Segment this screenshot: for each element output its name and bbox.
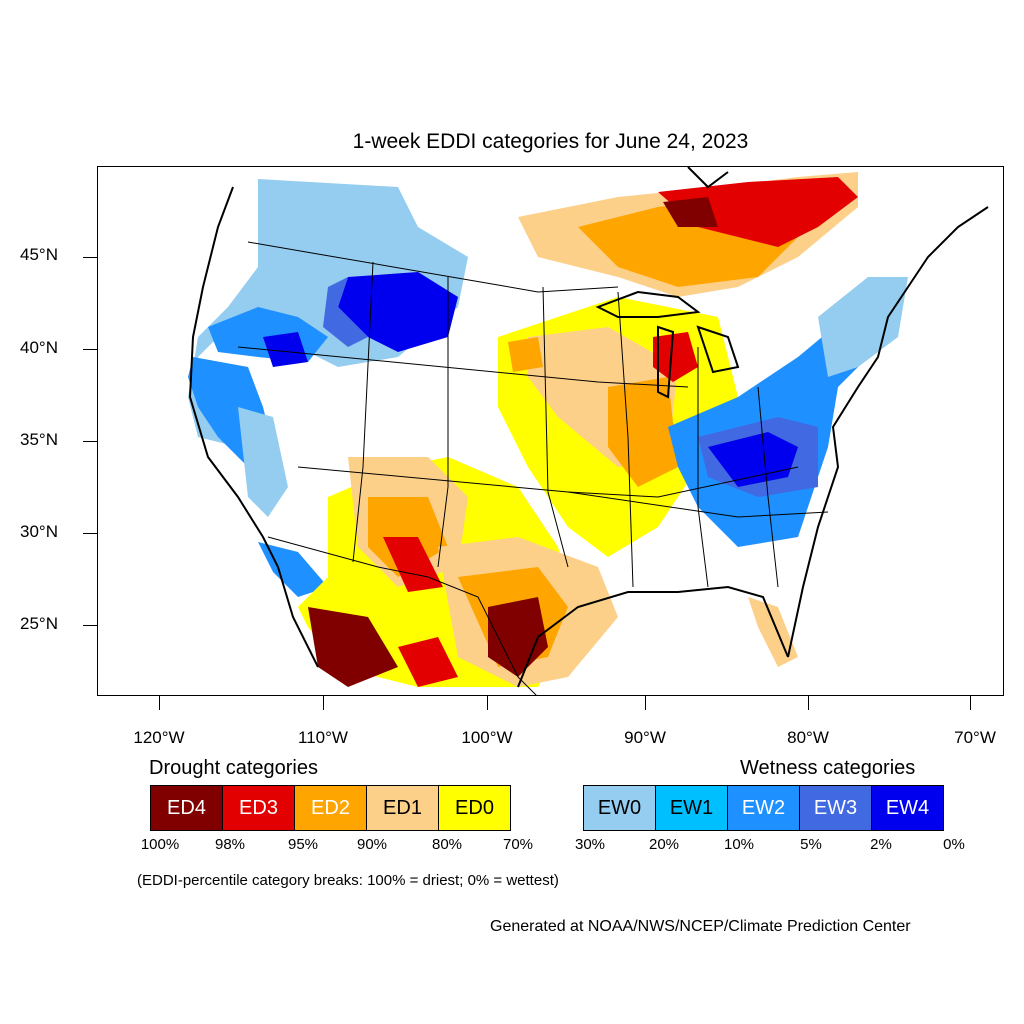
drought-legend-heading: Drought categories <box>149 757 318 779</box>
legend-ed1: ED1 <box>366 785 439 831</box>
percentile-label: 90% <box>356 836 388 853</box>
lake-huron <box>696 325 740 374</box>
legend-ed2: ED2 <box>294 785 367 831</box>
state-line-v4 <box>617 291 634 588</box>
region-michigan-ed3 <box>653 332 698 382</box>
legend-neutral-gap <box>510 785 583 831</box>
legend-ed3-label: ED3 <box>239 796 278 819</box>
region-mexico-ed3 <box>398 637 458 687</box>
legend-ed3: ED3 <box>222 785 295 831</box>
legend-ed4: ED4 <box>150 785 223 831</box>
map-title: 1-week EDDI categories for June 24, 2023 <box>352 130 749 153</box>
y-tick-label: 40°N <box>20 338 58 357</box>
percentile-label: 100% <box>140 836 180 853</box>
state-line-v6 <box>757 386 779 588</box>
y-tick-mark <box>83 349 97 350</box>
legend-ew4-label: EW4 <box>885 796 930 819</box>
region-appalachia-ew4 <box>708 432 798 487</box>
x-tick-label: 90°W <box>624 728 666 747</box>
legend-ed2-label: ED2 <box>311 796 350 819</box>
legend-ed0: ED0 <box>438 785 511 831</box>
y-tick-label: 35°N <box>20 430 58 449</box>
legend-ew2: EW2 <box>727 785 800 831</box>
region-idaho-ew4 <box>338 272 458 352</box>
hudson-bay <box>687 167 729 189</box>
legend-ew1: EW1 <box>655 785 728 831</box>
legend-ed1-label: ED1 <box>383 796 422 819</box>
region-northeast-ew0 <box>818 277 908 377</box>
legend-ew0: EW0 <box>583 785 656 831</box>
x-tick-mark <box>487 696 488 710</box>
x-tick-mark <box>970 696 971 710</box>
state-line-v5 <box>697 347 709 588</box>
percentile-label: 5% <box>800 836 822 853</box>
y-tick-mark <box>83 533 97 534</box>
x-tick-mark <box>159 696 160 710</box>
region-canada-ed4 <box>663 197 718 227</box>
legend-ew3-label: EW3 <box>813 796 858 819</box>
x-tick-label: 80°W <box>787 728 829 747</box>
region-nebraska-ed2 <box>508 337 543 372</box>
y-tick-label: 45°N <box>20 245 58 264</box>
x-tick-mark <box>323 696 324 710</box>
region-baja-wet <box>258 542 328 597</box>
region-oregon-ew4 <box>263 332 308 367</box>
region-newmexico-ed3 <box>383 537 443 592</box>
legend-ew1-label: EW1 <box>669 796 714 819</box>
region-canada-ed3 <box>658 177 858 247</box>
category-legend: ED4 ED3 ED2 ED1 ED0 EW0 EW1 EW2 EW3 EW4 <box>150 785 944 831</box>
x-tick-mark <box>808 696 809 710</box>
legend-ed4-label: ED4 <box>167 796 206 819</box>
percentile-label: 30% <box>574 836 606 853</box>
y-tick-mark <box>83 257 97 258</box>
x-tick-label: 70°W <box>954 728 996 747</box>
region-texas-ed4 <box>488 597 548 677</box>
x-tick-label: 120°W <box>133 728 185 747</box>
y-tick-label: 25°N <box>20 614 58 633</box>
x-tick-label: 100°W <box>461 728 513 747</box>
eddi-map <box>97 166 1004 696</box>
region-california-light <box>238 407 288 517</box>
lake-superior <box>595 290 701 318</box>
percentile-label: 10% <box>723 836 755 853</box>
x-tick-mark <box>645 696 646 710</box>
state-line-v1 <box>352 261 374 563</box>
state-line-h3 <box>567 491 829 518</box>
y-tick-mark <box>83 625 97 626</box>
coastline-east <box>787 206 989 658</box>
coastline-gulf <box>517 585 789 688</box>
percentile-label: 70% <box>502 836 534 853</box>
percentile-label: 2% <box>870 836 892 853</box>
region-idaho-ew3 <box>323 277 368 347</box>
x-tick-label: 110°W <box>298 728 348 747</box>
percentile-label: 98% <box>214 836 246 853</box>
legend-ew0-label: EW0 <box>597 796 642 819</box>
lake-michigan <box>657 325 675 399</box>
state-line-h2 <box>297 466 799 498</box>
coastline-west <box>188 186 319 668</box>
y-tick-label: 30°N <box>20 522 58 541</box>
percentile-label: 80% <box>431 836 463 853</box>
category-breaks-note: (EDDI-percentile category breaks: 100% =… <box>137 872 559 889</box>
percentile-label: 95% <box>287 836 319 853</box>
region-florida-ed1 <box>748 597 798 667</box>
percentile-label: 20% <box>648 836 680 853</box>
state-line-v3 <box>542 286 569 568</box>
legend-ew2-label: EW2 <box>741 796 786 819</box>
legend-ew3: EW3 <box>799 785 872 831</box>
y-tick-mark <box>83 441 97 442</box>
region-mexico-ed4 <box>308 607 398 687</box>
legend-ew4: EW4 <box>871 785 944 831</box>
state-line-v2 <box>437 277 449 568</box>
credit-line: Generated at NOAA/NWS/NCEP/Climate Predi… <box>490 918 911 935</box>
legend-ed0-label: ED0 <box>455 796 494 819</box>
percentile-label: 0% <box>943 836 965 853</box>
wetness-legend-heading: Wetness categories <box>740 757 916 779</box>
